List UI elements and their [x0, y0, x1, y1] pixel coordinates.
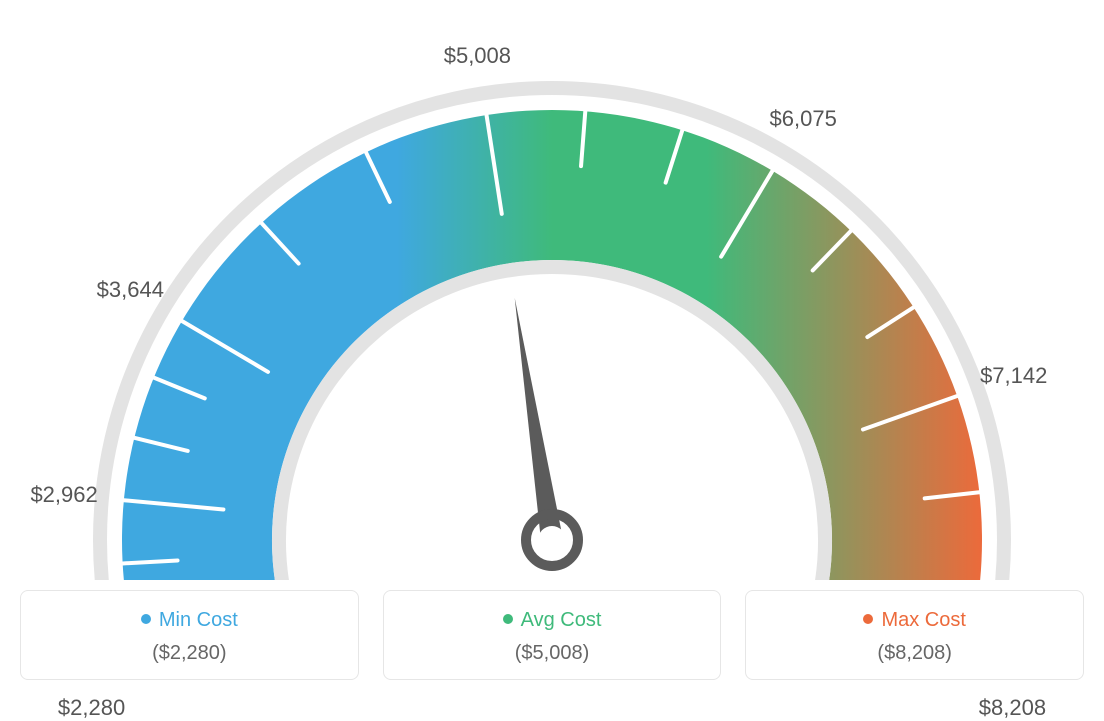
gauge-tick-label: $2,280 [58, 695, 125, 721]
legend-title-avg-text: Avg Cost [521, 609, 602, 631]
legend-value-min: ($2,280) [31, 642, 348, 665]
legend-card-max: Max Cost ($8,208) [745, 590, 1084, 680]
legend-title-min-text: Min Cost [159, 609, 238, 631]
gauge-tick-label: $2,962 [30, 482, 97, 508]
gauge-tick-label: $6,075 [770, 106, 837, 132]
legend-card-min: Min Cost ($2,280) [20, 590, 359, 680]
gauge-chart: $2,280$2,962$3,644$5,008$6,075$7,142$8,2… [20, 20, 1084, 580]
legend-row: Min Cost ($2,280) Avg Cost ($5,008) Max … [20, 590, 1084, 680]
legend-value-max: ($8,208) [756, 642, 1073, 665]
gauge-svg [20, 20, 1084, 580]
dot-icon [863, 614, 873, 624]
gauge-tick-label: $3,644 [97, 277, 164, 303]
legend-title-max-text: Max Cost [881, 609, 965, 631]
gauge-tick-label: $7,142 [980, 363, 1047, 389]
legend-card-avg: Avg Cost ($5,008) [383, 590, 722, 680]
dot-icon [141, 614, 151, 624]
gauge-tick-label: $8,208 [979, 695, 1046, 721]
legend-value-avg: ($5,008) [394, 642, 711, 665]
gauge-tick-label: $5,008 [444, 43, 511, 69]
legend-title-avg: Avg Cost [394, 609, 711, 632]
legend-title-min: Min Cost [31, 609, 348, 632]
legend-title-max: Max Cost [756, 609, 1073, 632]
dot-icon [503, 614, 513, 624]
